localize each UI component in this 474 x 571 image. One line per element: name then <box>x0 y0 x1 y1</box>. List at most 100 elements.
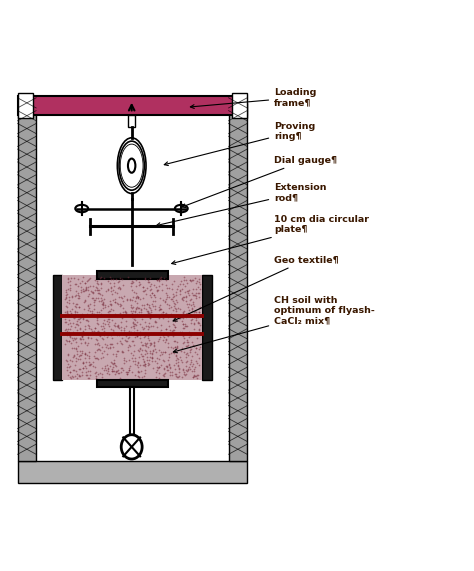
Point <box>89 293 97 303</box>
Point <box>134 310 141 319</box>
Point <box>68 372 75 381</box>
Point <box>108 364 116 373</box>
Point <box>171 336 178 345</box>
Point <box>184 365 192 375</box>
Point <box>116 308 124 317</box>
Point <box>64 309 72 319</box>
Point <box>192 278 200 287</box>
Point <box>172 295 179 304</box>
Point <box>108 290 116 299</box>
Point <box>190 319 198 328</box>
Point <box>99 297 107 307</box>
Point <box>192 291 200 300</box>
Point <box>187 315 195 324</box>
Point <box>144 359 152 368</box>
Point <box>195 274 202 283</box>
Point <box>79 370 86 379</box>
Point <box>82 324 89 333</box>
Point <box>134 293 142 302</box>
Point <box>160 372 168 381</box>
Point <box>123 370 130 379</box>
Point <box>142 304 149 313</box>
Point <box>146 286 154 295</box>
Point <box>161 369 169 378</box>
Point <box>164 343 172 352</box>
Point <box>191 324 198 333</box>
Point <box>159 355 167 364</box>
Point <box>173 343 181 352</box>
Point <box>182 309 190 318</box>
Point <box>110 327 118 336</box>
Point <box>183 341 191 350</box>
Point <box>141 339 148 348</box>
Point <box>128 279 135 288</box>
Point <box>94 294 101 303</box>
Point <box>179 328 186 337</box>
Point <box>130 315 138 324</box>
Point <box>180 348 188 357</box>
Point <box>109 275 117 284</box>
Point <box>134 368 142 377</box>
Point <box>146 348 154 357</box>
Point <box>196 320 204 329</box>
Point <box>186 347 193 356</box>
Point <box>135 368 143 377</box>
Point <box>178 357 185 366</box>
Point <box>175 304 182 313</box>
Point <box>153 354 161 363</box>
Point <box>85 373 93 383</box>
Point <box>96 345 103 355</box>
Point <box>135 280 143 289</box>
Point <box>113 331 120 340</box>
Point <box>100 323 108 332</box>
Point <box>84 275 92 284</box>
Point <box>128 277 136 286</box>
Point <box>94 338 101 347</box>
Point <box>128 303 136 312</box>
Point <box>140 357 147 366</box>
Point <box>79 276 86 286</box>
Point <box>99 319 106 328</box>
Point <box>188 295 195 304</box>
Point <box>80 334 87 343</box>
Point <box>85 289 92 299</box>
Point <box>136 360 144 369</box>
Point <box>91 324 99 333</box>
Point <box>136 372 143 381</box>
Point <box>91 286 99 295</box>
Point <box>184 288 192 297</box>
Point <box>96 289 104 298</box>
Point <box>112 368 119 377</box>
Point <box>189 291 196 300</box>
Point <box>177 355 184 364</box>
Point <box>65 316 73 325</box>
Point <box>66 276 73 286</box>
Point <box>82 349 89 358</box>
Point <box>146 330 154 339</box>
Point <box>147 321 155 330</box>
Point <box>118 346 126 355</box>
Point <box>151 317 158 326</box>
Point <box>108 367 115 376</box>
Point <box>126 295 134 304</box>
Point <box>74 282 82 291</box>
Point <box>135 353 143 362</box>
Point <box>82 339 89 348</box>
Point <box>73 350 81 359</box>
Point <box>93 328 101 337</box>
Point <box>72 280 79 289</box>
Point <box>100 311 107 320</box>
Point <box>129 351 137 360</box>
Point <box>130 323 137 332</box>
Point <box>144 334 152 343</box>
Point <box>169 328 176 337</box>
Point <box>76 328 84 337</box>
Point <box>131 359 139 368</box>
Point <box>155 355 163 364</box>
Point <box>192 289 200 298</box>
Point <box>178 311 186 320</box>
Point <box>90 287 97 296</box>
Point <box>103 332 110 341</box>
Point <box>93 353 101 362</box>
Point <box>101 363 109 372</box>
